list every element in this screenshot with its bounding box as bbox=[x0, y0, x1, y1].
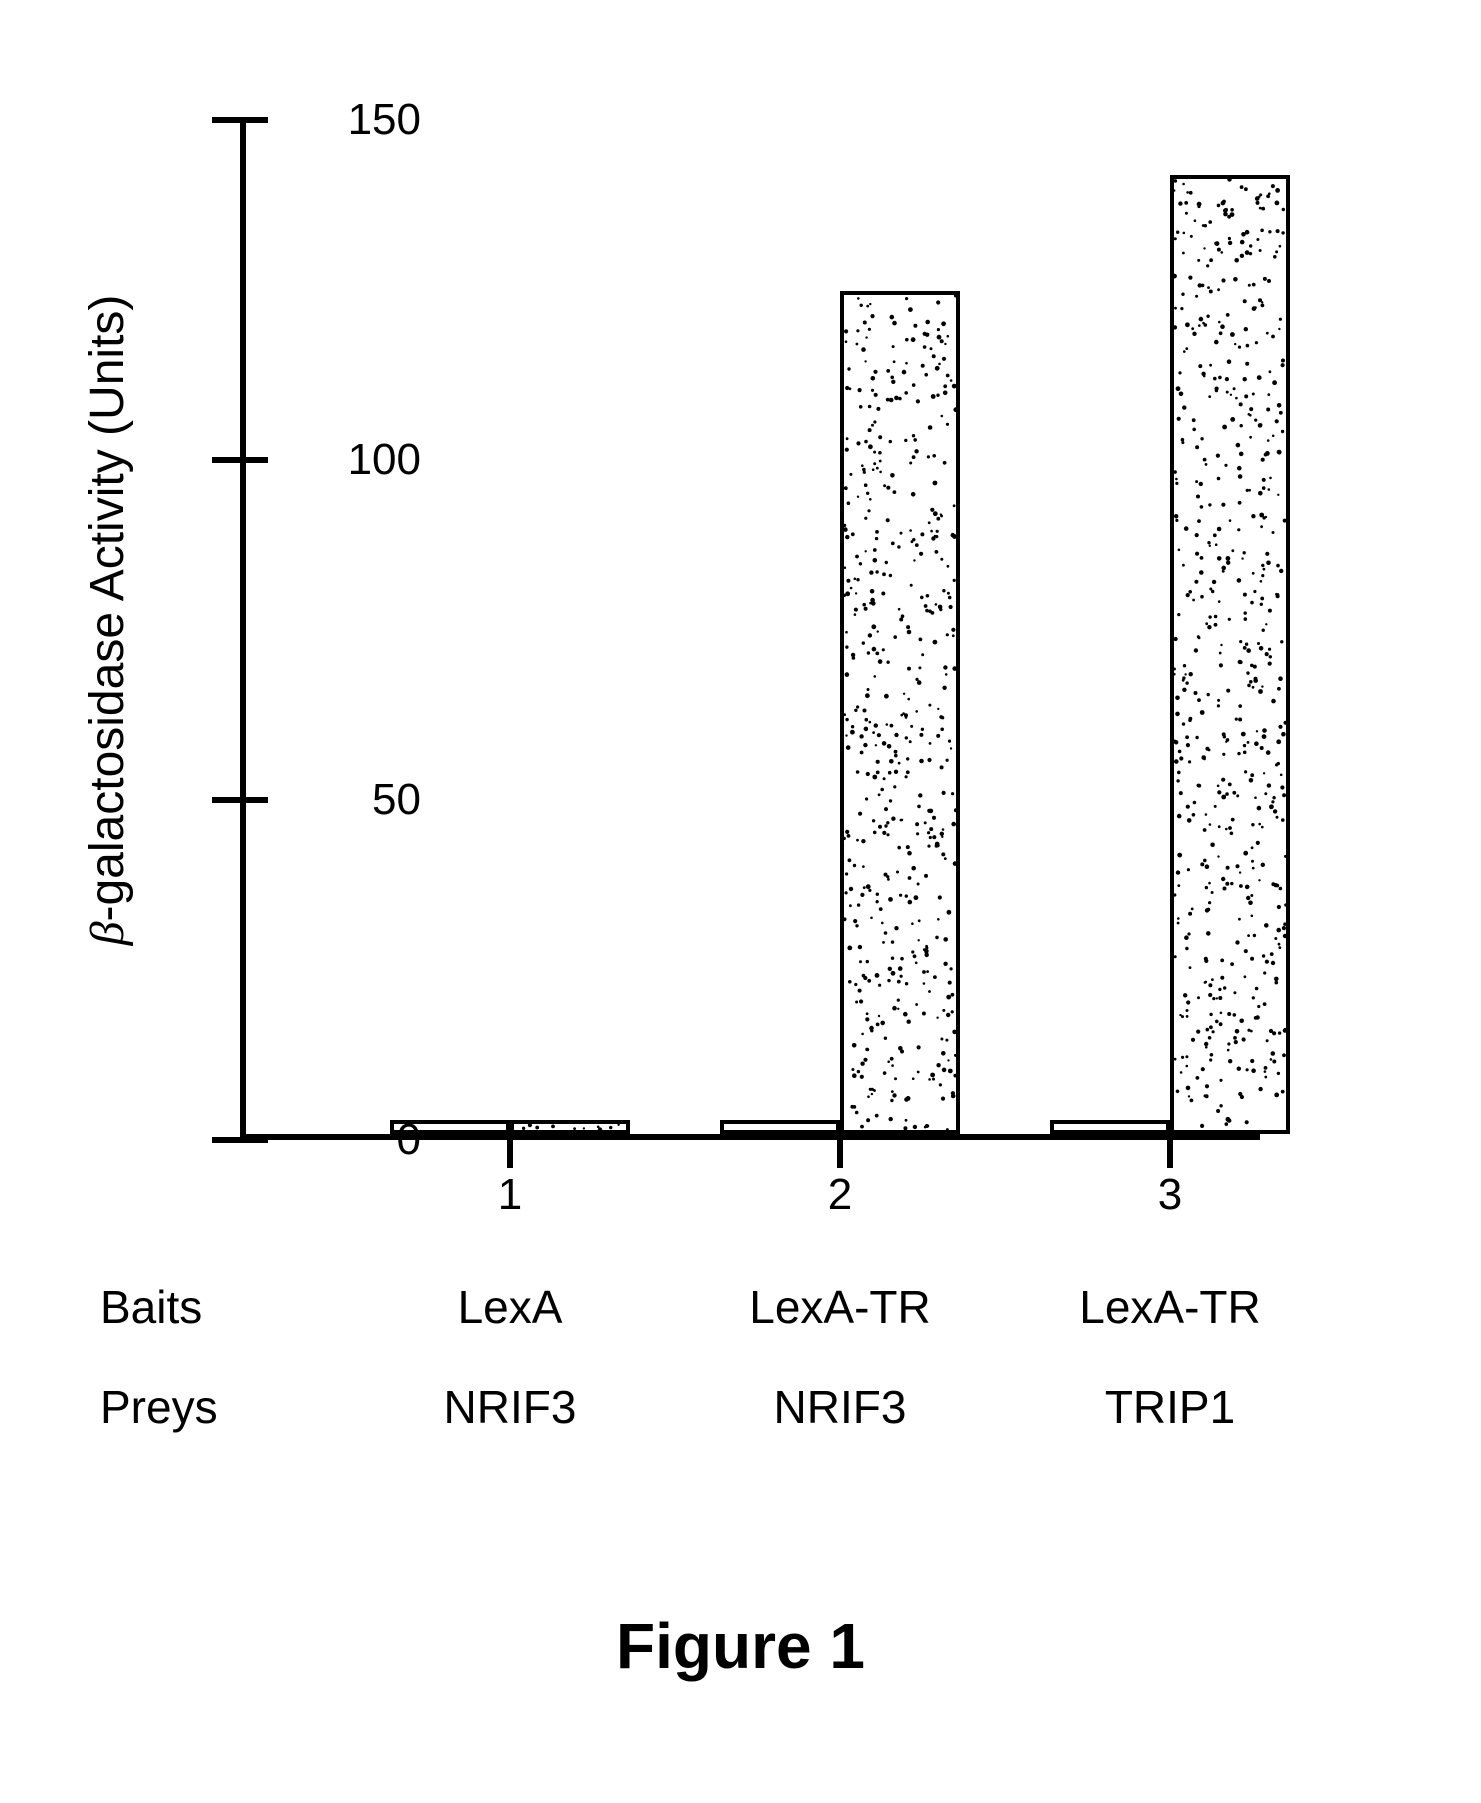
bait-value: LexA bbox=[458, 1280, 563, 1334]
y-axis bbox=[240, 120, 246, 1140]
y-tick bbox=[212, 457, 240, 463]
x-tick bbox=[1167, 1140, 1173, 1168]
baits-row-header: Baits bbox=[100, 1280, 202, 1334]
bait-value: LexA-TR bbox=[749, 1280, 930, 1334]
bar-dotted bbox=[510, 1120, 630, 1134]
y-axis-title: β-galactosidase Activity (Units) bbox=[80, 295, 135, 946]
figure-caption: Figure 1 bbox=[616, 1609, 865, 1683]
x-tick bbox=[507, 1140, 513, 1168]
x-tick bbox=[837, 1140, 843, 1168]
x-tick-label: 3 bbox=[1158, 1170, 1182, 1220]
x-tick-label: 1 bbox=[498, 1170, 522, 1220]
bar-open bbox=[720, 1120, 840, 1134]
x-tick-label: 2 bbox=[828, 1170, 852, 1220]
chart-plot-area bbox=[240, 120, 1260, 1140]
bar-dotted bbox=[1170, 175, 1290, 1134]
beta-symbol: β bbox=[81, 921, 134, 945]
y-tick-label: 50 bbox=[372, 775, 421, 825]
y-tick bbox=[212, 1137, 240, 1143]
page-root: 0 50 100 150 β-galactosidase Activity (Unit… bbox=[0, 0, 1481, 1803]
y-tick bbox=[212, 117, 240, 123]
bar-dotted bbox=[840, 291, 960, 1134]
y-axis-title-text: -galactosidase Activity (Units) bbox=[81, 295, 134, 922]
prey-value: NRIF3 bbox=[444, 1380, 577, 1434]
bait-value: LexA-TR bbox=[1079, 1280, 1260, 1334]
y-tick-inner bbox=[240, 457, 268, 463]
y-tick-inner bbox=[240, 1137, 268, 1143]
preys-row-header: Preys bbox=[100, 1380, 218, 1434]
bar-open bbox=[1050, 1120, 1170, 1134]
y-tick-label: 100 bbox=[348, 435, 421, 485]
y-tick-inner bbox=[240, 117, 268, 123]
y-tick-inner bbox=[240, 797, 268, 803]
y-tick-label: 0 bbox=[397, 1115, 421, 1165]
prey-value: TRIP1 bbox=[1105, 1380, 1235, 1434]
y-tick-label: 150 bbox=[348, 95, 421, 145]
y-tick bbox=[212, 797, 240, 803]
x-axis bbox=[240, 1134, 1260, 1140]
prey-value: NRIF3 bbox=[774, 1380, 907, 1434]
